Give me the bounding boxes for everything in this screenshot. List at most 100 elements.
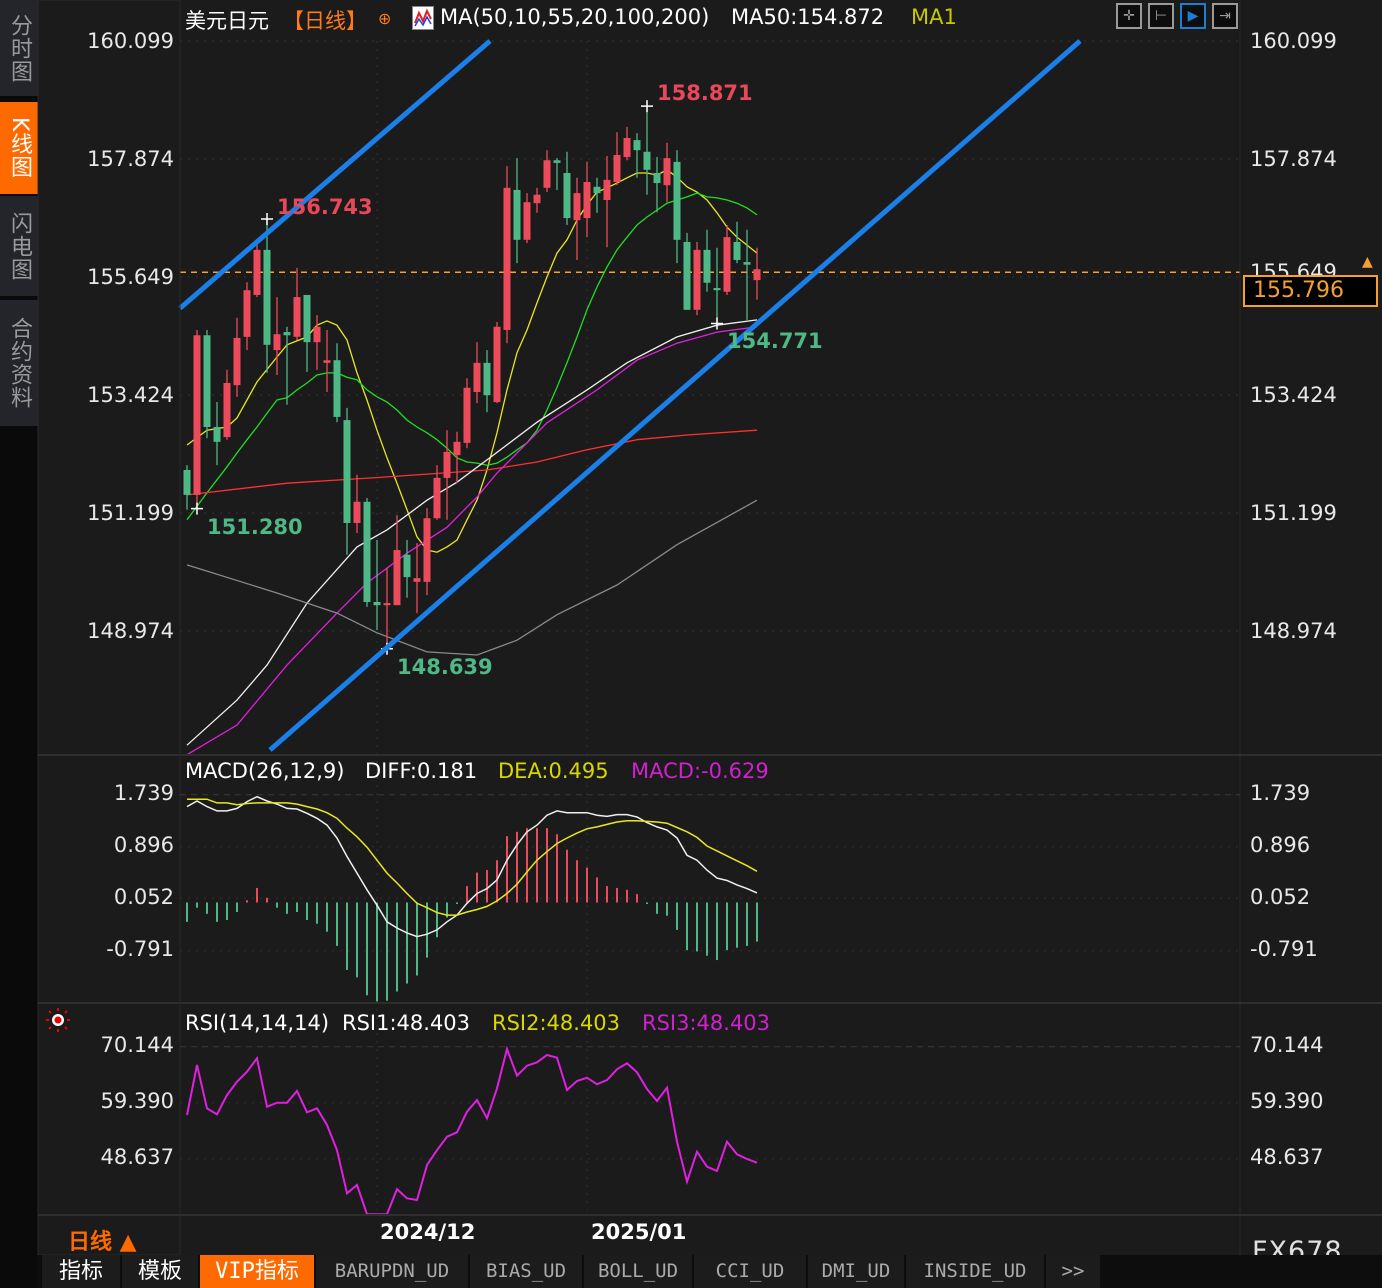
candle-body: [683, 241, 691, 310]
candle: [623, 126, 631, 161]
candle: [233, 317, 241, 397]
candle: [193, 329, 201, 509]
candle-body: [593, 186, 601, 194]
candle: [693, 241, 701, 316]
candle: [453, 431, 461, 484]
rsi-tick-left: 48.637: [100, 1145, 174, 1169]
rsi-settings-icon[interactable]: [46, 1008, 70, 1032]
candle-body: [303, 294, 311, 343]
rsi-tick-right: 59.390: [1250, 1089, 1324, 1113]
candle: [723, 224, 731, 295]
candle-body: [543, 160, 551, 188]
crosshair-button[interactable]: ✛: [1116, 3, 1142, 29]
price-tick-right: 157.874: [1250, 147, 1337, 171]
auto-scroll-button[interactable]: ▶: [1180, 3, 1206, 29]
high-annotation: 156.743: [277, 195, 373, 219]
axis-scale-button[interactable]: ⊢: [1148, 3, 1174, 29]
candle: [413, 543, 421, 614]
candle-body: [633, 140, 641, 151]
candle-body: [353, 501, 361, 523]
tab-cci[interactable]: CCI_UD: [694, 1255, 806, 1288]
price-tick-left: 153.424: [87, 383, 174, 407]
sidebar-item-kline[interactable]: K线图: [0, 102, 38, 194]
arrow-right-icon: ⇥: [1219, 8, 1231, 24]
candle: [563, 151, 571, 225]
macd-tick-left: 0.052: [113, 885, 174, 909]
tab-vip-indicators[interactable]: VIP指标: [200, 1255, 314, 1288]
candle: [463, 378, 471, 449]
sidebar-item-flash-chart[interactable]: 闪电图: [0, 196, 38, 296]
candle: [603, 156, 611, 248]
candle: [313, 315, 321, 370]
candle: [583, 161, 591, 238]
macd-diff-value: DIFF:0.181: [365, 759, 478, 783]
candle-body: [563, 172, 571, 219]
channel-line: [268, 39, 1082, 752]
candle-body: [323, 360, 331, 363]
sidebar-item-contract-info[interactable]: 合约资料: [0, 300, 38, 426]
ma-params: MA(50,10,55,20,100,200): [440, 5, 710, 29]
expand-right-button[interactable]: ⇥: [1212, 3, 1238, 29]
candle: [593, 177, 601, 213]
date-label: 2024/12: [380, 1220, 476, 1244]
price-tick-left: 157.874: [87, 147, 174, 171]
price-tick-right: 160.099: [1250, 29, 1337, 53]
extreme-marker: [711, 317, 723, 330]
tab-dmi[interactable]: DMI_UD: [808, 1255, 904, 1288]
candle: [753, 247, 761, 300]
left-sidebar: 分时图 K线图 闪电图 合约资料: [0, 0, 38, 1288]
rsi3-value: RSI3:48.403: [642, 1011, 771, 1035]
macd-tick-right: 1.739: [1250, 781, 1311, 805]
period-toggle[interactable]: 日线 ▲: [68, 1230, 137, 1255]
candle-body: [363, 501, 371, 603]
tab-boll[interactable]: BOLL_UD: [584, 1255, 692, 1288]
rsi1-value: RSI1:48.403: [342, 1011, 471, 1035]
sidebar-item-timeshare[interactable]: 分时图: [0, 0, 38, 96]
candle-body: [693, 249, 701, 310]
tab-bias[interactable]: BIAS_UD: [470, 1255, 582, 1288]
candle: [673, 150, 681, 264]
extreme-marker: [261, 212, 273, 225]
settings-circle-icon[interactable]: ⊕: [378, 9, 392, 28]
candle-body: [443, 451, 451, 478]
axis-scale-icon: ⊢: [1154, 8, 1168, 24]
price-tick-left: 151.199: [87, 501, 174, 525]
macd-tick-right: 0.896: [1250, 833, 1311, 857]
indicator-chart-icon[interactable]: [412, 6, 434, 30]
candle: [743, 229, 751, 320]
ma-line: [186, 499, 758, 656]
tab-more[interactable]: >>: [1046, 1255, 1100, 1288]
macd-tick-left: 1.739: [113, 781, 174, 805]
candle-body: [293, 297, 301, 337]
price-tick-left: 148.974: [87, 619, 174, 643]
candle-body: [583, 182, 591, 219]
panel-decor: [37, 0, 1382, 1256]
tab-inside[interactable]: INSIDE_UD: [906, 1255, 1044, 1288]
scroll-up-arrow-icon[interactable]: ▲: [1362, 254, 1373, 270]
candle-body: [283, 332, 291, 336]
tab-indicators[interactable]: 指标: [42, 1255, 120, 1288]
ma-line: [186, 429, 758, 496]
candle: [223, 369, 231, 440]
high-annotation: 158.871: [657, 81, 753, 105]
period-label[interactable]: 【日线】: [283, 9, 367, 33]
ma1-label: MA1: [911, 5, 957, 29]
tab-templates[interactable]: 模板: [122, 1255, 198, 1288]
candle: [243, 282, 251, 351]
candle: [443, 430, 451, 520]
candle-body: [473, 362, 481, 393]
rsi-panel: [186, 1045, 758, 1216]
macd-diff-line: [186, 795, 758, 938]
candle-body: [413, 578, 421, 582]
candle-body: [713, 288, 721, 291]
tab-barupdn[interactable]: BARUPDN_UD: [316, 1255, 468, 1288]
rsi2-value: RSI2:48.403: [492, 1011, 621, 1035]
macd-dea-line: [187, 798, 758, 916]
candle-body: [623, 137, 631, 158]
macd-title: MACD(26,12,9): [185, 759, 345, 783]
candle-body: [533, 194, 541, 204]
price-tick-right: 153.424: [1250, 383, 1337, 407]
candle: [293, 267, 301, 341]
candle-body: [463, 387, 471, 443]
